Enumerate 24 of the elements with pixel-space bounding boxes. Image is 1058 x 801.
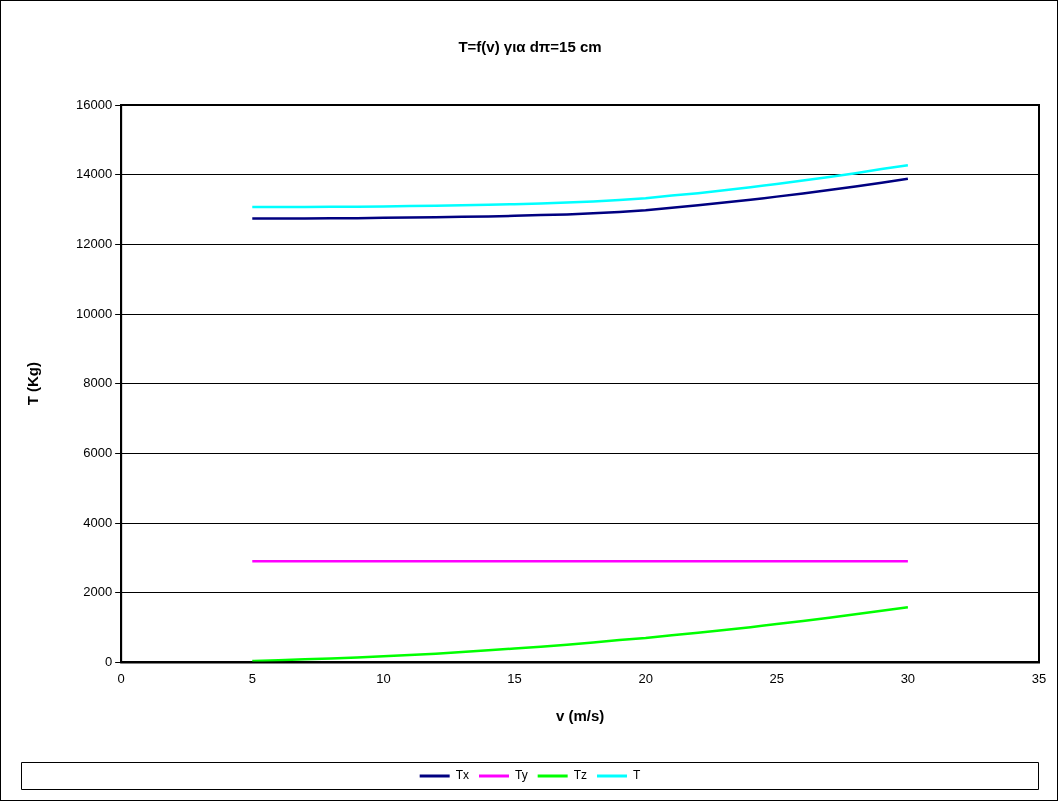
- y-tick-label: 10000: [75, 305, 113, 321]
- x-tick-label: 25: [769, 670, 784, 686]
- y-tick-label: 0: [104, 653, 113, 669]
- x-tick-label: 10: [376, 670, 391, 686]
- legend-label: T: [633, 768, 641, 783]
- legend-label: Ty: [515, 768, 528, 783]
- x-tick-label: 30: [900, 670, 916, 686]
- x-tick-label: 15: [507, 670, 522, 686]
- x-tick-label: 5: [248, 670, 256, 686]
- y-tick-label: 8000: [83, 375, 113, 391]
- y-tick-label: 6000: [83, 444, 113, 460]
- y-axis-title: T (Kg): [24, 362, 42, 406]
- legend-label: Tx: [455, 768, 470, 783]
- y-tick-label: 14000: [75, 166, 113, 182]
- y-tick-label: 12000: [75, 235, 113, 251]
- y-tick-label: 2000: [83, 584, 113, 600]
- legend-label: Tz: [573, 768, 588, 783]
- y-tick-label: 4000: [83, 514, 113, 530]
- chart-title: T=f(v) για dπ=15 cm: [458, 38, 602, 56]
- x-tick-label: 35: [1031, 670, 1047, 686]
- y-tick-label: 16000: [75, 96, 113, 112]
- x-axis-title: v (m/s): [555, 707, 605, 725]
- x-tick-label: 0: [117, 670, 125, 686]
- x-tick-label: 20: [638, 670, 653, 686]
